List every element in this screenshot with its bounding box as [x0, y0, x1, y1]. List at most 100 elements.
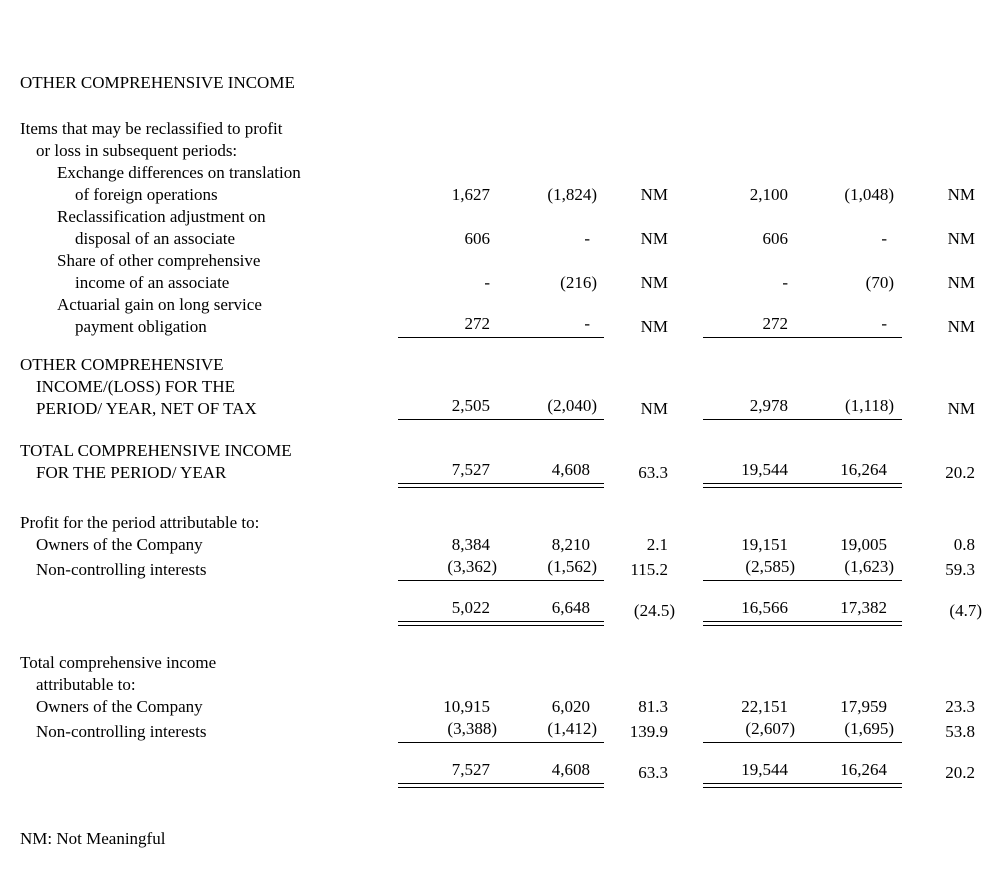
row-label-line: payment obligation — [75, 317, 207, 336]
col-group-right: (2,585) (1,623) — [703, 556, 902, 581]
row-label-line: or loss in subsequent periods: — [36, 141, 238, 160]
col-group-right: 16,566 17,382 — [703, 597, 902, 626]
row-label-line: of foreign operations — [75, 185, 218, 204]
col-group-left: (3,388) (1,412) — [398, 718, 604, 743]
row-exchange-differences: Exchange differences on translation of f… — [0, 162, 1000, 206]
col-group-left: 8,384 8,210 — [398, 534, 604, 556]
cell-value: (70) — [865, 273, 894, 292]
col-group-left: 7,527 4,608 — [398, 759, 604, 788]
cell-value: 16,264 — [840, 760, 887, 779]
cell: (1,623) — [795, 556, 902, 578]
cell-value: 606 — [762, 229, 789, 248]
cell-value: NM — [640, 185, 668, 204]
cell-value: (1,623) — [844, 557, 894, 576]
col-group-left: 606 - — [398, 228, 604, 250]
col-group-right: 19,544 16,264 — [703, 459, 902, 488]
cell: 4,608 — [490, 759, 604, 781]
cell: (1,118) — [795, 395, 902, 417]
cell-value: (2,585) — [745, 557, 795, 576]
cell-value: (24.5) — [633, 601, 675, 620]
col-group-left: 272 - — [398, 313, 604, 338]
row-label-line: PERIOD/ YEAR, NET OF TAX — [36, 399, 257, 418]
row-tci-attributable-header: Total comprehensive income attributable … — [0, 652, 1000, 696]
row-total-comprehensive-income: TOTAL COMPREHENSIVE INCOME FOR THE PERIO… — [0, 440, 1000, 488]
cell-value: 8,210 — [551, 535, 590, 554]
cell: 7,527 — [398, 459, 490, 481]
cell: 2,978 — [703, 395, 795, 417]
row-actuarial-gain: Actuarial gain on long service payment o… — [0, 294, 1000, 338]
col-group-left: 1,627 (1,824) — [398, 184, 604, 206]
row-label: Items that may be reclassified to profit… — [0, 118, 398, 162]
col-group-right: 272 - — [703, 313, 902, 338]
cell: (1,048) — [795, 184, 902, 206]
cell-value: (2,040) — [547, 396, 597, 415]
cell-value: 2,100 — [749, 185, 788, 204]
cell: 8,384 — [398, 534, 490, 556]
cell-value: 7,527 — [451, 460, 490, 479]
cell-value: 20.2 — [945, 763, 975, 782]
cell-value: - — [584, 229, 590, 248]
row-profit-total: 5,022 6,648 (24.5) 16,566 17,382 (4.7) — [0, 597, 1000, 626]
cell-value: 139.9 — [629, 722, 668, 741]
row-label-line: Non-controlling interests — [36, 560, 207, 579]
cell: 20.2 — [902, 762, 982, 784]
row-label-line: INCOME/(LOSS) FOR THE — [36, 377, 235, 396]
cell-value: 17,382 — [840, 598, 887, 617]
cell: 272 — [398, 313, 491, 335]
cell-value: NM — [640, 229, 668, 248]
footnote: NM: Not Meaningful — [20, 829, 166, 848]
row-label-line: Reclassification adjustment on — [57, 207, 266, 226]
cell: (2,607) — [703, 718, 795, 740]
row-label-line: income of an associate — [75, 273, 230, 292]
row-label: Non-controlling interests — [0, 559, 398, 581]
page-title: OTHER COMPREHENSIVE INCOME — [20, 73, 295, 92]
cell-value: NM — [640, 273, 668, 292]
cell-value: 81.3 — [638, 697, 668, 716]
cell-value: (1,824) — [547, 185, 597, 204]
col-group-right: 22,151 17,959 — [703, 696, 902, 718]
cell-value: 2,978 — [749, 396, 788, 415]
cell-value: 6,020 — [551, 697, 590, 716]
cell: 8,210 — [490, 534, 604, 556]
cell-value: 2.1 — [646, 535, 668, 554]
cell: (1,695) — [795, 718, 902, 740]
cell-value: NM — [947, 185, 975, 204]
cell-value: 19,151 — [741, 535, 788, 554]
row-label-line: Exchange differences on translation — [57, 163, 301, 182]
cell: NM — [902, 228, 982, 250]
cell-value: - — [782, 273, 788, 292]
cell: - — [490, 313, 604, 335]
cell-value: 16,264 — [840, 460, 887, 479]
row-profit-owners: Owners of the Company 8,384 8,210 2.1 19… — [0, 534, 1000, 556]
cell: 115.2 — [604, 559, 675, 581]
cell: NM — [604, 184, 675, 206]
row-label: Exchange differences on translation of f… — [0, 162, 398, 206]
cell-value: 272 — [464, 314, 491, 333]
cell-value: (3,388) — [447, 719, 497, 738]
cell: 17,959 — [795, 696, 902, 718]
cell-value: 19,005 — [840, 535, 887, 554]
row-tci-owners: Owners of the Company 10,915 6,020 81.3 … — [0, 696, 1000, 718]
cell-value: - — [484, 273, 490, 292]
row-tci-nci: Non-controlling interests (3,388) (1,412… — [0, 718, 1000, 743]
cell-value: NM — [640, 317, 668, 336]
cell-value: 5,022 — [451, 598, 490, 617]
row-oci-for-period: OTHER COMPREHENSIVE INCOME/(LOSS) FOR TH… — [0, 354, 1000, 420]
cell-value: 20.2 — [945, 463, 975, 482]
row-label: Reclassification adjustment on disposal … — [0, 206, 398, 250]
cell-value: 23.3 — [945, 697, 975, 716]
cell-value: (1,048) — [844, 185, 894, 204]
cell: 81.3 — [604, 696, 675, 718]
cell-value: 7,527 — [451, 760, 490, 779]
row-label-line: Profit for the period attributable to: — [20, 513, 260, 532]
cell: - — [703, 272, 795, 294]
cell-value: 59.3 — [945, 560, 975, 579]
cell-value: 606 — [464, 229, 491, 248]
cell: (3,388) — [398, 718, 497, 740]
row-reclassification-adjustment: Reclassification adjustment on disposal … — [0, 206, 1000, 250]
cell: NM — [604, 398, 675, 420]
cell-value: 4,608 — [551, 760, 590, 779]
cell-value: NM — [947, 229, 975, 248]
row-label-line: OTHER COMPREHENSIVE — [20, 355, 224, 374]
row-label: TOTAL COMPREHENSIVE INCOME FOR THE PERIO… — [0, 440, 398, 484]
